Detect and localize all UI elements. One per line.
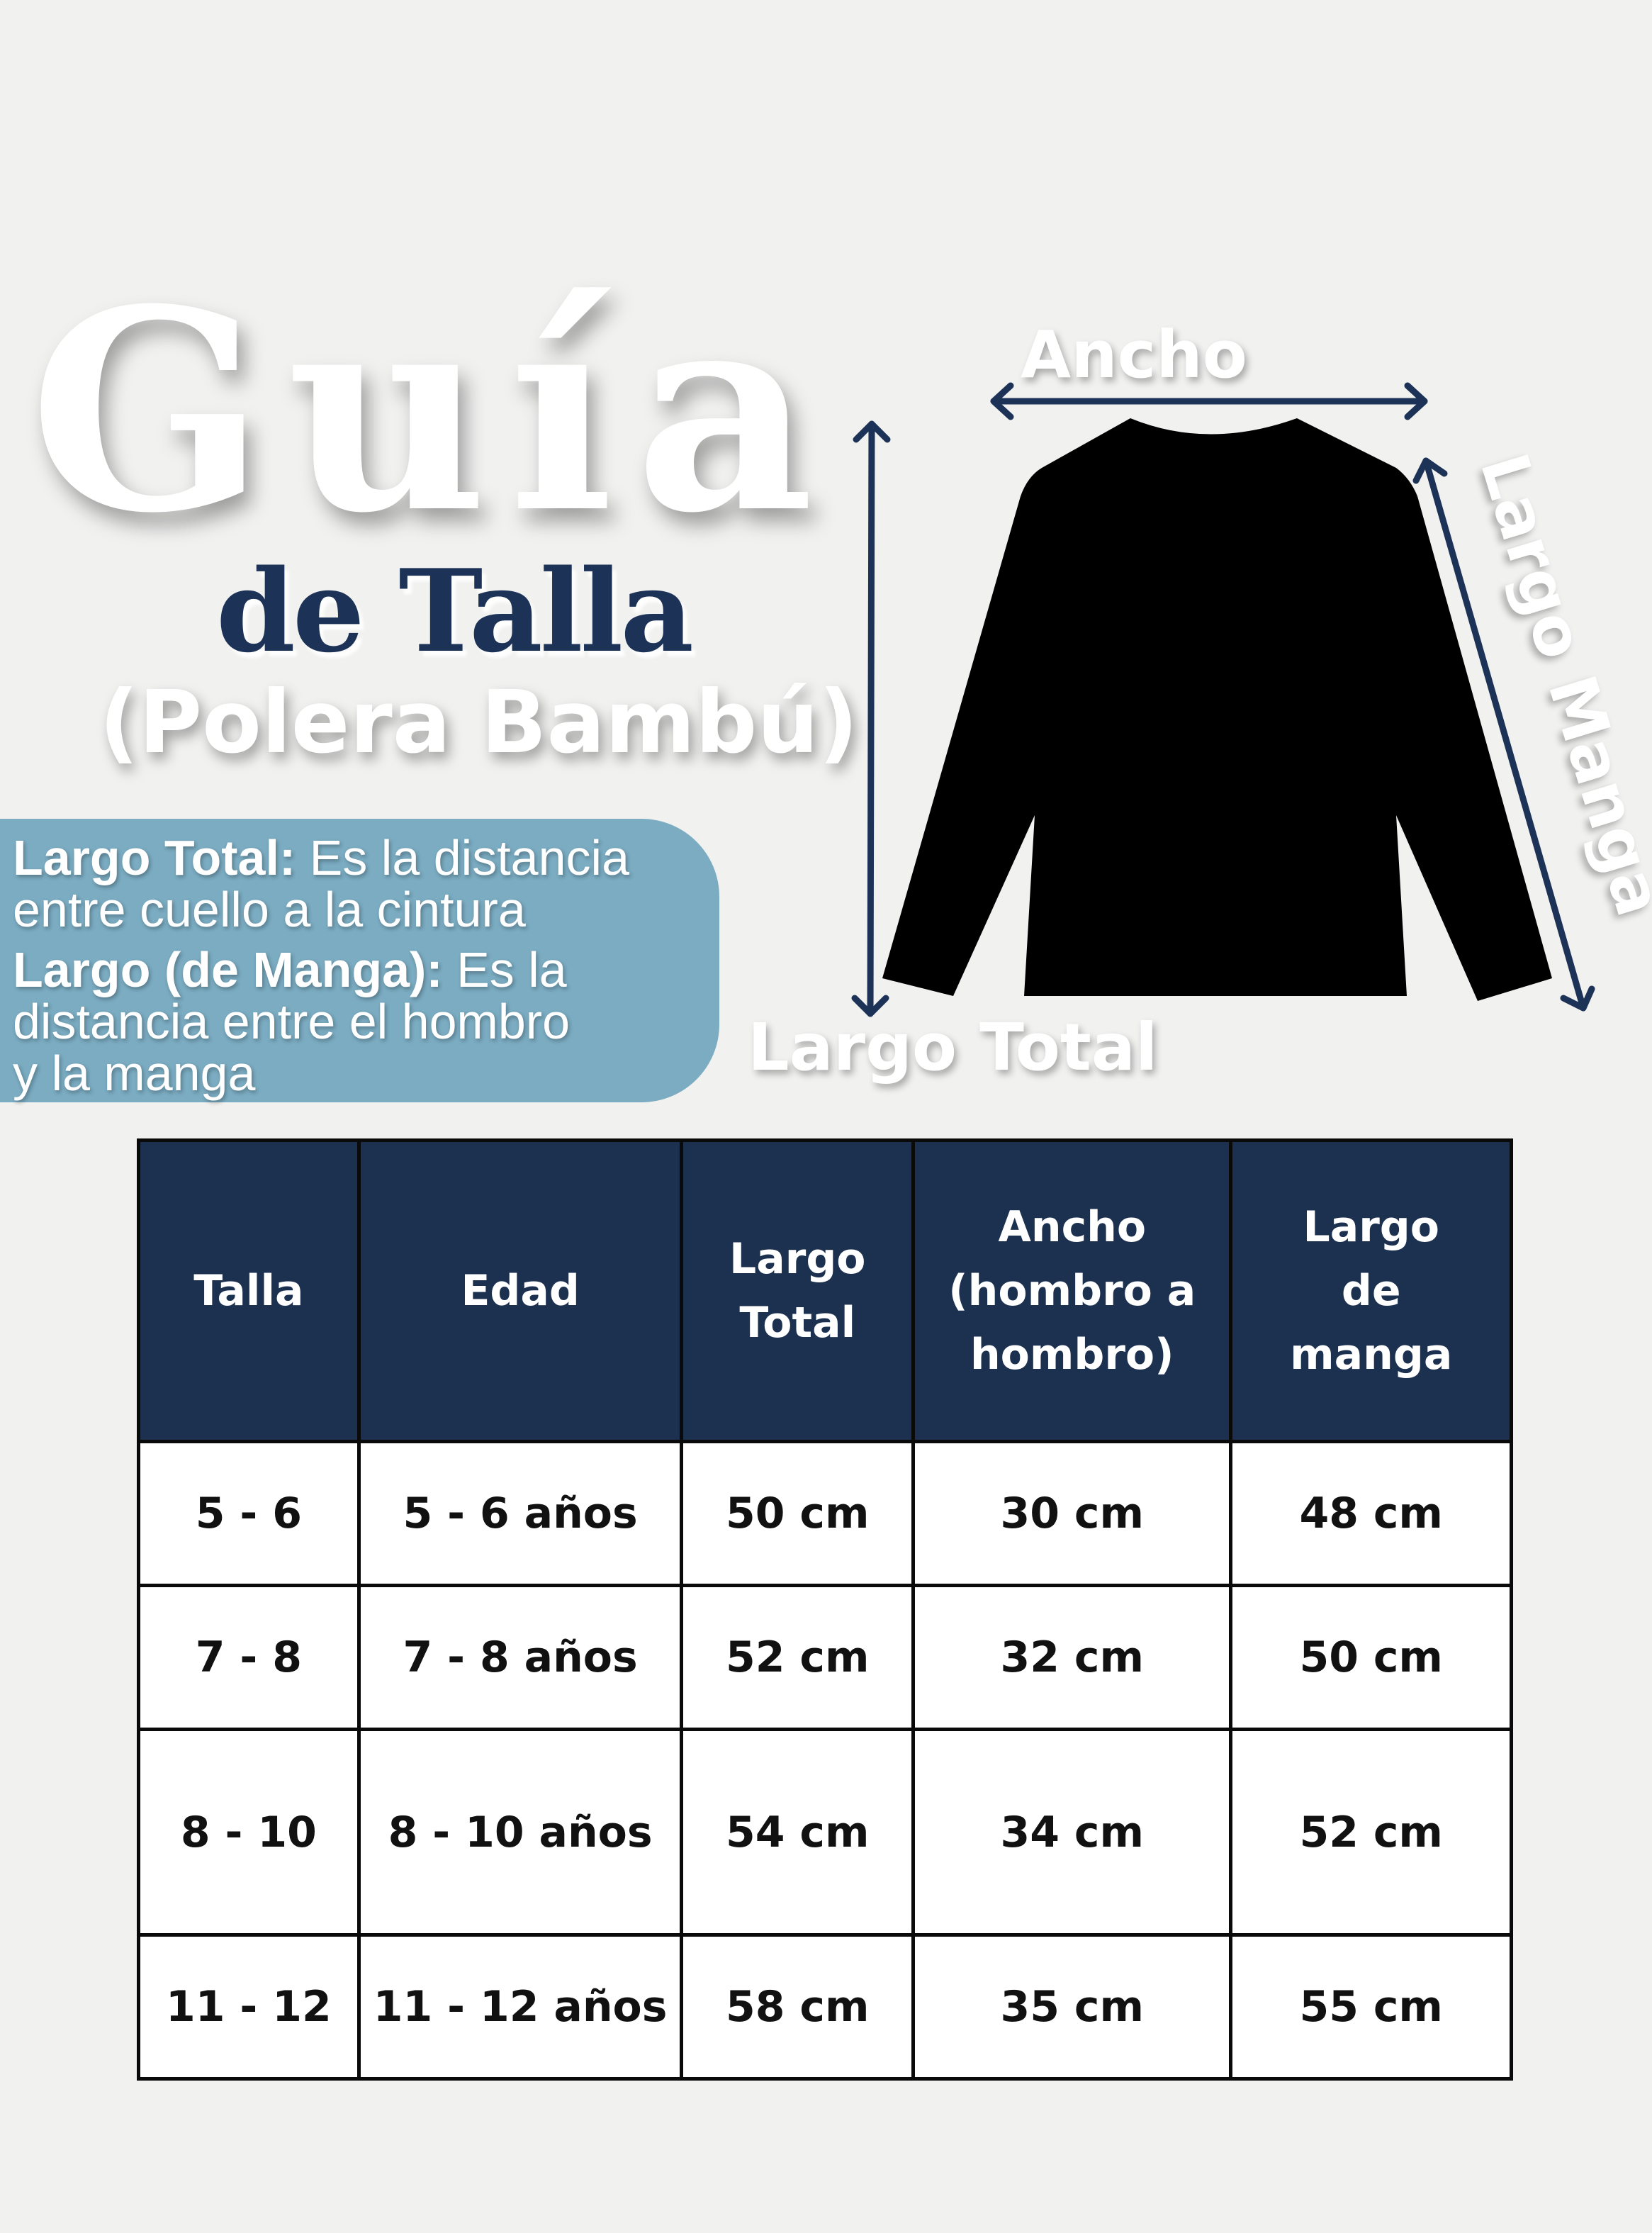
info-desc: Es la distancia	[296, 830, 630, 885]
largo-total-label: Largo Total	[748, 1009, 1158, 1085]
title-polera-bambu: (Polera Bambú)	[99, 672, 858, 773]
table-row: 5 - 6 5 - 6 años 50 cm 30 cm 48 cm	[137, 1440, 1513, 1587]
largo-total-arrow	[851, 420, 891, 1017]
info-desc: Es la	[442, 942, 567, 997]
info-largo-manga-line1: Largo (de Manga): Es la	[13, 945, 567, 995]
table-row: 8 - 10 8 - 10 años 54 cm 34 cm 52 cm	[137, 1728, 1513, 1937]
header-largo-manga: Largo de manga	[1229, 1138, 1513, 1443]
size-table: Talla Edad Largo Total Ancho (hombro a h…	[137, 1138, 1513, 2081]
cell-ancho: 35 cm	[911, 1933, 1233, 2081]
cell-largo-total: 52 cm	[680, 1584, 916, 1731]
cell-talla: 8 - 10	[137, 1728, 361, 1937]
cell-largo-total: 50 cm	[680, 1440, 916, 1587]
header-largo-total: Largo Total	[680, 1138, 916, 1443]
cell-largo-manga: 55 cm	[1229, 1933, 1513, 2081]
cell-largo-total: 54 cm	[680, 1728, 916, 1937]
info-term: Largo (de Manga):	[13, 942, 443, 997]
cell-ancho: 34 cm	[911, 1728, 1233, 1937]
ancho-label: Ancho	[1021, 317, 1247, 393]
table-row: 7 - 8 7 - 8 años 52 cm 32 cm 50 cm	[137, 1584, 1513, 1731]
cell-largo-manga: 50 cm	[1229, 1584, 1513, 1731]
cell-edad: 8 - 10 años	[356, 1728, 684, 1937]
info-largo-total-line2: entre cuello a la cintura	[13, 882, 526, 937]
largo-manga-arrow	[1412, 457, 1595, 1012]
info-term: Largo Total:	[13, 830, 296, 885]
cell-talla: 7 - 8	[137, 1584, 361, 1731]
info-box: Largo Total: Es la distancia entre cuell…	[0, 819, 719, 1102]
cell-largo-total: 58 cm	[680, 1933, 916, 2081]
info-largo-manga-line2: distancia entre el hombro	[13, 994, 570, 1049]
cell-ancho: 30 cm	[911, 1440, 1233, 1587]
shirt-silhouette	[882, 418, 1552, 1001]
table-row: 11 - 12 11 - 12 años 58 cm 35 cm 55 cm	[137, 1933, 1513, 2081]
cell-edad: 5 - 6 años	[356, 1440, 684, 1587]
cell-edad: 11 - 12 años	[356, 1933, 684, 2081]
cell-ancho: 32 cm	[911, 1584, 1233, 1731]
header-edad: Edad	[356, 1138, 684, 1443]
header-ancho: Ancho (hombro a hombro)	[911, 1138, 1233, 1443]
shirt-diagram	[851, 382, 1595, 1017]
title-de-talla: de Talla	[215, 544, 694, 678]
info-largo-manga-line3: y la manga	[13, 1046, 256, 1101]
ancho-arrow	[990, 382, 1428, 420]
title-guia: Guía	[29, 249, 836, 573]
cell-edad: 7 - 8 años	[356, 1584, 684, 1731]
cell-largo-manga: 48 cm	[1229, 1440, 1513, 1587]
info-largo-total-line1: Largo Total: Es la distancia	[13, 833, 629, 883]
cell-talla: 5 - 6	[137, 1440, 361, 1587]
header-talla: Talla	[137, 1138, 361, 1443]
table-header-row: Talla Edad Largo Total Ancho (hombro a h…	[137, 1138, 1513, 1443]
cell-largo-manga: 52 cm	[1229, 1728, 1513, 1937]
cell-talla: 11 - 12	[137, 1933, 361, 2081]
